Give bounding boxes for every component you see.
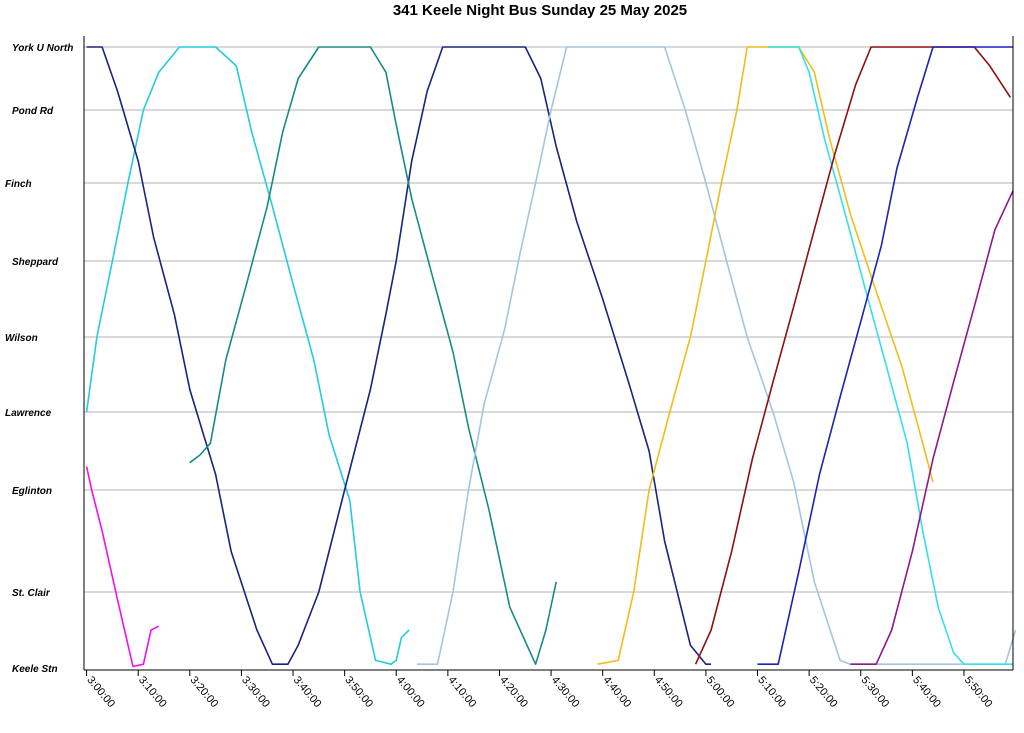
x-tick-label: 3:40:00 — [291, 674, 324, 710]
x-tick-label: 4:50:00 — [652, 674, 685, 710]
trip-lines — [85, 46, 1017, 668]
stop-labels: Keele Stn St. Clair Eglinton Lawrence Wilson… — [5, 43, 73, 675]
x-tick-label: 4:40:00 — [600, 674, 633, 710]
stop-label: Finch — [5, 179, 32, 190]
stop-label: Eglinton — [12, 486, 52, 497]
trip-line — [850, 190, 1014, 665]
trip-line — [86, 46, 712, 665]
x-tick-label: 3:20:00 — [188, 674, 221, 710]
x-tick-label: 3:00:00 — [84, 674, 117, 710]
trip-line — [85, 466, 160, 668]
stop-label: Pond Rd — [12, 106, 54, 117]
x-tick-label: 4:20:00 — [497, 674, 530, 710]
x-tick-label: 5:00:00 — [704, 674, 737, 710]
trip-line — [189, 46, 557, 665]
stop-label: Wilson — [5, 333, 38, 344]
axes — [83, 36, 1014, 676]
gridlines — [84, 46, 1013, 593]
trip-line — [416, 46, 1017, 665]
stop-label: Lawrence — [5, 408, 52, 419]
stop-label: St. Clair — [12, 588, 51, 599]
trip-line — [767, 46, 1013, 665]
x-tick-label: 4:00:00 — [394, 674, 427, 710]
x-tick-label: 5:40:00 — [910, 674, 943, 710]
x-tick-label: 5:30:00 — [858, 674, 891, 710]
time-labels: 3:00:00 3:10:00 3:20:00 3:30:00 3:40:00 3:50:… — [84, 674, 994, 710]
x-tick-label: 5:50:00 — [962, 674, 995, 710]
x-tick-label: 5:10:00 — [755, 674, 788, 710]
x-tick-label: 3:30:00 — [239, 674, 272, 710]
stop-label: York U North — [12, 43, 73, 54]
trip-line — [694, 46, 1012, 665]
x-tick-label: 3:10:00 — [136, 674, 169, 710]
stop-label: Sheppard — [12, 257, 59, 268]
x-tick-label: 4:30:00 — [549, 674, 582, 710]
trip-line — [85, 46, 410, 665]
trip-line — [757, 46, 1013, 665]
chart-title: 341 Keele Night Bus Sunday 25 May 2025 — [393, 2, 687, 19]
x-tick-label: 4:10:00 — [446, 674, 479, 710]
stop-label: Keele Stn — [12, 664, 58, 675]
x-tick-label: 5:20:00 — [807, 674, 840, 710]
x-tick-label: 3:50:00 — [342, 674, 375, 710]
